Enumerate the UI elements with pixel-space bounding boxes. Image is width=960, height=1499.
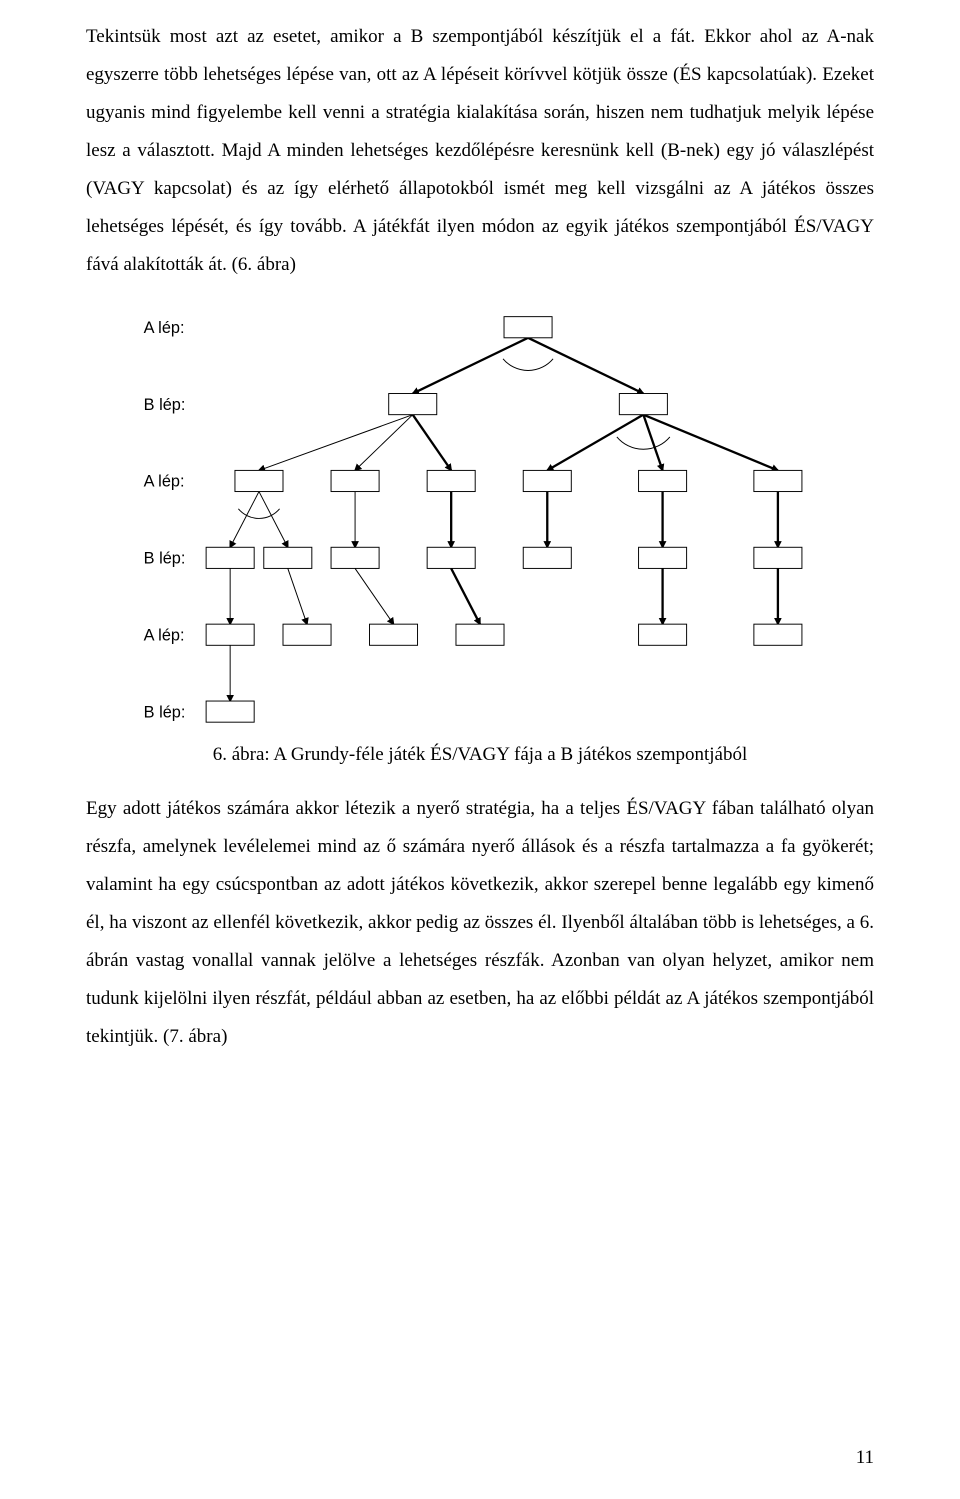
page: Tekintsük most azt az esetet, amikor a B…: [0, 0, 960, 1499]
tree-row-label: B lép:: [144, 396, 186, 414]
paragraph-1: Tekintsük most azt az esetet, amikor a B…: [86, 18, 874, 284]
tree-node: [523, 470, 571, 491]
tree-edge: [643, 415, 662, 471]
tree-row-label: A lép:: [144, 473, 185, 491]
page-number: 11: [856, 1447, 874, 1469]
tree-node: [283, 624, 331, 645]
tree-node: [427, 547, 475, 568]
tree-row-label: B lép:: [144, 550, 186, 568]
tree-node: [754, 624, 802, 645]
tree-node: [754, 470, 802, 491]
and-arc: [238, 509, 279, 519]
tree-node: [369, 624, 417, 645]
tree-svg: A lép: B lép: A lép: B lép: A lép: B lép:: [86, 308, 874, 740]
tree-node: [754, 547, 802, 568]
tree-node: [427, 470, 475, 491]
paragraph-2: Egy adott játékos számára akkor létezik …: [86, 790, 874, 1056]
tree-edge: [355, 415, 413, 471]
tree-node: [504, 317, 552, 338]
tree-node: [389, 394, 437, 415]
tree-row-label: B lép:: [144, 703, 186, 721]
tree-edge: [230, 492, 259, 548]
tree-edge: [355, 568, 393, 624]
tree-node: [206, 701, 254, 722]
tree-edge: [413, 415, 451, 471]
tree-edge: [288, 568, 307, 624]
tree-node: [456, 624, 504, 645]
tree-node: [639, 624, 687, 645]
and-arc: [617, 437, 670, 449]
tree-row-label: A lép:: [144, 319, 185, 337]
tree-node: [639, 470, 687, 491]
tree-edge: [259, 492, 288, 548]
tree-node: [619, 394, 667, 415]
tree-node: [235, 470, 283, 491]
tree-edge: [547, 415, 643, 471]
figure-caption-6: 6. ábra: A Grundy-féle játék ÉS/VAGY fáj…: [86, 744, 874, 766]
tree-node: [523, 547, 571, 568]
tree-node: [639, 547, 687, 568]
tree-edge: [451, 568, 480, 624]
tree-node: [206, 624, 254, 645]
and-arc: [503, 359, 553, 371]
tree-diagram: A lép: B lép: A lép: B lép: A lép: B lép:: [86, 308, 874, 740]
tree-node: [206, 547, 254, 568]
tree-edge: [259, 415, 413, 471]
tree-node: [264, 547, 312, 568]
tree-node: [331, 470, 379, 491]
tree-node: [331, 547, 379, 568]
tree-row-label: A lép:: [144, 626, 185, 644]
